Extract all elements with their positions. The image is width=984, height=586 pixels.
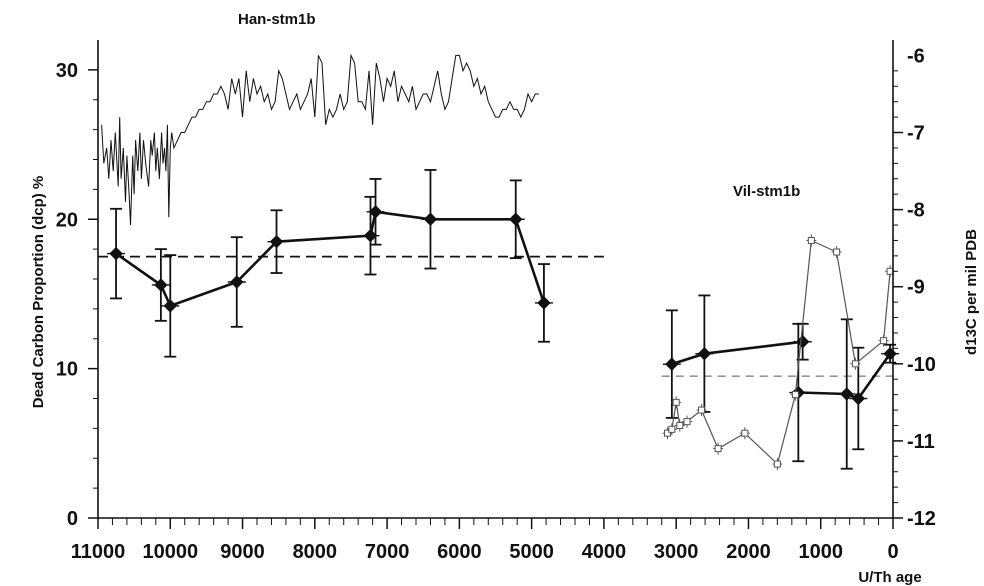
data-point bbox=[840, 387, 854, 401]
data-point bbox=[773, 460, 781, 468]
data-point bbox=[676, 421, 684, 429]
data-point bbox=[368, 205, 383, 219]
y-left-tick-label: 30 bbox=[56, 60, 78, 82]
data-point bbox=[154, 278, 168, 292]
x-tick-label: 5000 bbox=[509, 541, 554, 563]
y-right-tick-label: -12 bbox=[907, 508, 936, 530]
x-axis-title: U/Th age bbox=[858, 569, 921, 586]
x-tick-label: 4000 bbox=[582, 541, 627, 563]
y-right-tick-label: -6 bbox=[907, 45, 925, 67]
data-point bbox=[741, 429, 749, 437]
data-point bbox=[230, 275, 244, 289]
x-tick-label: 3000 bbox=[654, 541, 699, 563]
data-point bbox=[537, 296, 551, 310]
x-tick-label: 9000 bbox=[220, 541, 265, 563]
data-point bbox=[683, 418, 691, 426]
data-point bbox=[269, 234, 284, 249]
annotation-han-stm1b: Han-stm1b bbox=[238, 11, 316, 28]
data-point bbox=[163, 299, 177, 313]
x-tick-label: 1000 bbox=[798, 541, 843, 563]
data-point bbox=[509, 212, 523, 226]
y-right-tick-label: -10 bbox=[907, 354, 936, 376]
data-point bbox=[697, 406, 705, 414]
data-point bbox=[851, 360, 859, 368]
x-tick-label: 7000 bbox=[365, 541, 410, 563]
data-point bbox=[363, 228, 378, 243]
data-point bbox=[851, 391, 866, 406]
y-axis-title-left: Dead Carbon Proportion (dcp) % bbox=[30, 176, 47, 409]
data-point bbox=[807, 236, 815, 244]
plot-area bbox=[98, 53, 900, 471]
y-left-tick-label: 0 bbox=[67, 508, 78, 530]
series-line bbox=[115, 210, 546, 308]
y-right-tick-label: -8 bbox=[907, 200, 925, 222]
x-tick-label: 10000 bbox=[142, 541, 198, 563]
data-point bbox=[697, 346, 712, 361]
han-d13c-trace bbox=[101, 53, 539, 226]
y-right-tick-label: -11 bbox=[907, 431, 935, 453]
x-tick-label: 11000 bbox=[71, 541, 126, 563]
data-point bbox=[665, 357, 679, 371]
x-tick-label: 6000 bbox=[437, 541, 482, 563]
data-point bbox=[714, 445, 722, 453]
data-point bbox=[668, 425, 676, 433]
data-point bbox=[833, 248, 841, 256]
data-point bbox=[664, 429, 672, 437]
y-left-tick-label: 10 bbox=[56, 359, 78, 381]
x-tick-label: 0 bbox=[887, 541, 898, 563]
series-line bbox=[671, 340, 803, 366]
y-right-tick-label: -9 bbox=[907, 277, 925, 299]
data-point bbox=[880, 337, 888, 345]
axes: 11000 10000 9000 8000 7000 6000 5000 4000 3000 20… bbox=[56, 40, 936, 563]
data-point bbox=[423, 212, 438, 226]
y-right-tick-label: -7 bbox=[907, 123, 925, 145]
data-point bbox=[791, 391, 799, 399]
series-line bbox=[798, 352, 892, 401]
y-axis-title-right: d13C per mil PDB bbox=[963, 229, 980, 355]
annotation-vil-stm1b: Vil-stm1b bbox=[733, 183, 800, 200]
x-tick-label: 8000 bbox=[293, 541, 338, 563]
data-point bbox=[109, 246, 123, 261]
y-left-tick-label: 20 bbox=[56, 209, 78, 231]
data-point bbox=[672, 398, 680, 406]
x-tick-label: 2000 bbox=[726, 541, 771, 563]
